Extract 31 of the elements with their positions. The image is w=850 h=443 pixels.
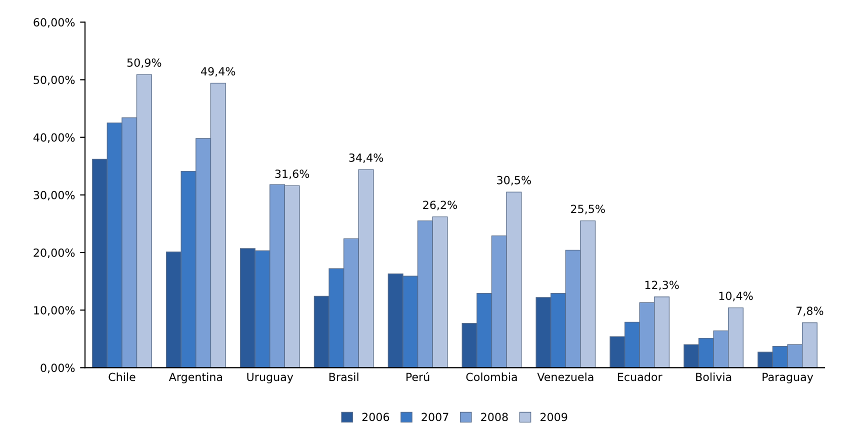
y-tick-label: 50,00% (34, 76, 75, 86)
x-tick-label: Paraguay (762, 372, 814, 384)
data-label: 34,4% (349, 153, 384, 164)
y-tick-label: 60,00% (34, 18, 75, 28)
legend-label: 2009 (540, 412, 568, 422)
x-tick-label: Uruguay (247, 372, 294, 384)
data-label: 26,2% (423, 200, 457, 210)
y-tick-label: 0,00% (40, 364, 75, 374)
data-label: 31,6% (275, 170, 310, 180)
data-label: 50,9% (127, 58, 162, 68)
x-tick-label: Argentina (168, 372, 222, 384)
x-tick-label: Bolivia (696, 372, 732, 382)
x-tick-label: Venezuela (537, 372, 594, 382)
data-label: 30,5% (497, 176, 531, 186)
x-tick-label: Perú (406, 372, 430, 382)
legend-label: 2007 (422, 412, 448, 422)
data-label: 49,4% (201, 67, 236, 77)
x-tick-label: Ecuador (618, 372, 662, 382)
data-label: 25,5% (571, 204, 605, 214)
y-tick-label: 30,00% (34, 190, 75, 200)
x-tick-label: Chile (108, 372, 136, 382)
legend-label: 2008 (481, 412, 508, 422)
data-label: 7,8% (796, 306, 824, 316)
legend-label: 2006 (362, 412, 390, 422)
data-label: 10,4% (719, 292, 753, 302)
data-label: 12,3% (645, 280, 679, 290)
y-tick-label: 20,00% (34, 248, 75, 258)
x-tick-label: Colombia (466, 372, 517, 382)
y-tick-label: 40,00% (33, 133, 75, 143)
x-tick-label: Brasil (329, 372, 358, 382)
y-tick-label: 10,00% (34, 306, 75, 316)
